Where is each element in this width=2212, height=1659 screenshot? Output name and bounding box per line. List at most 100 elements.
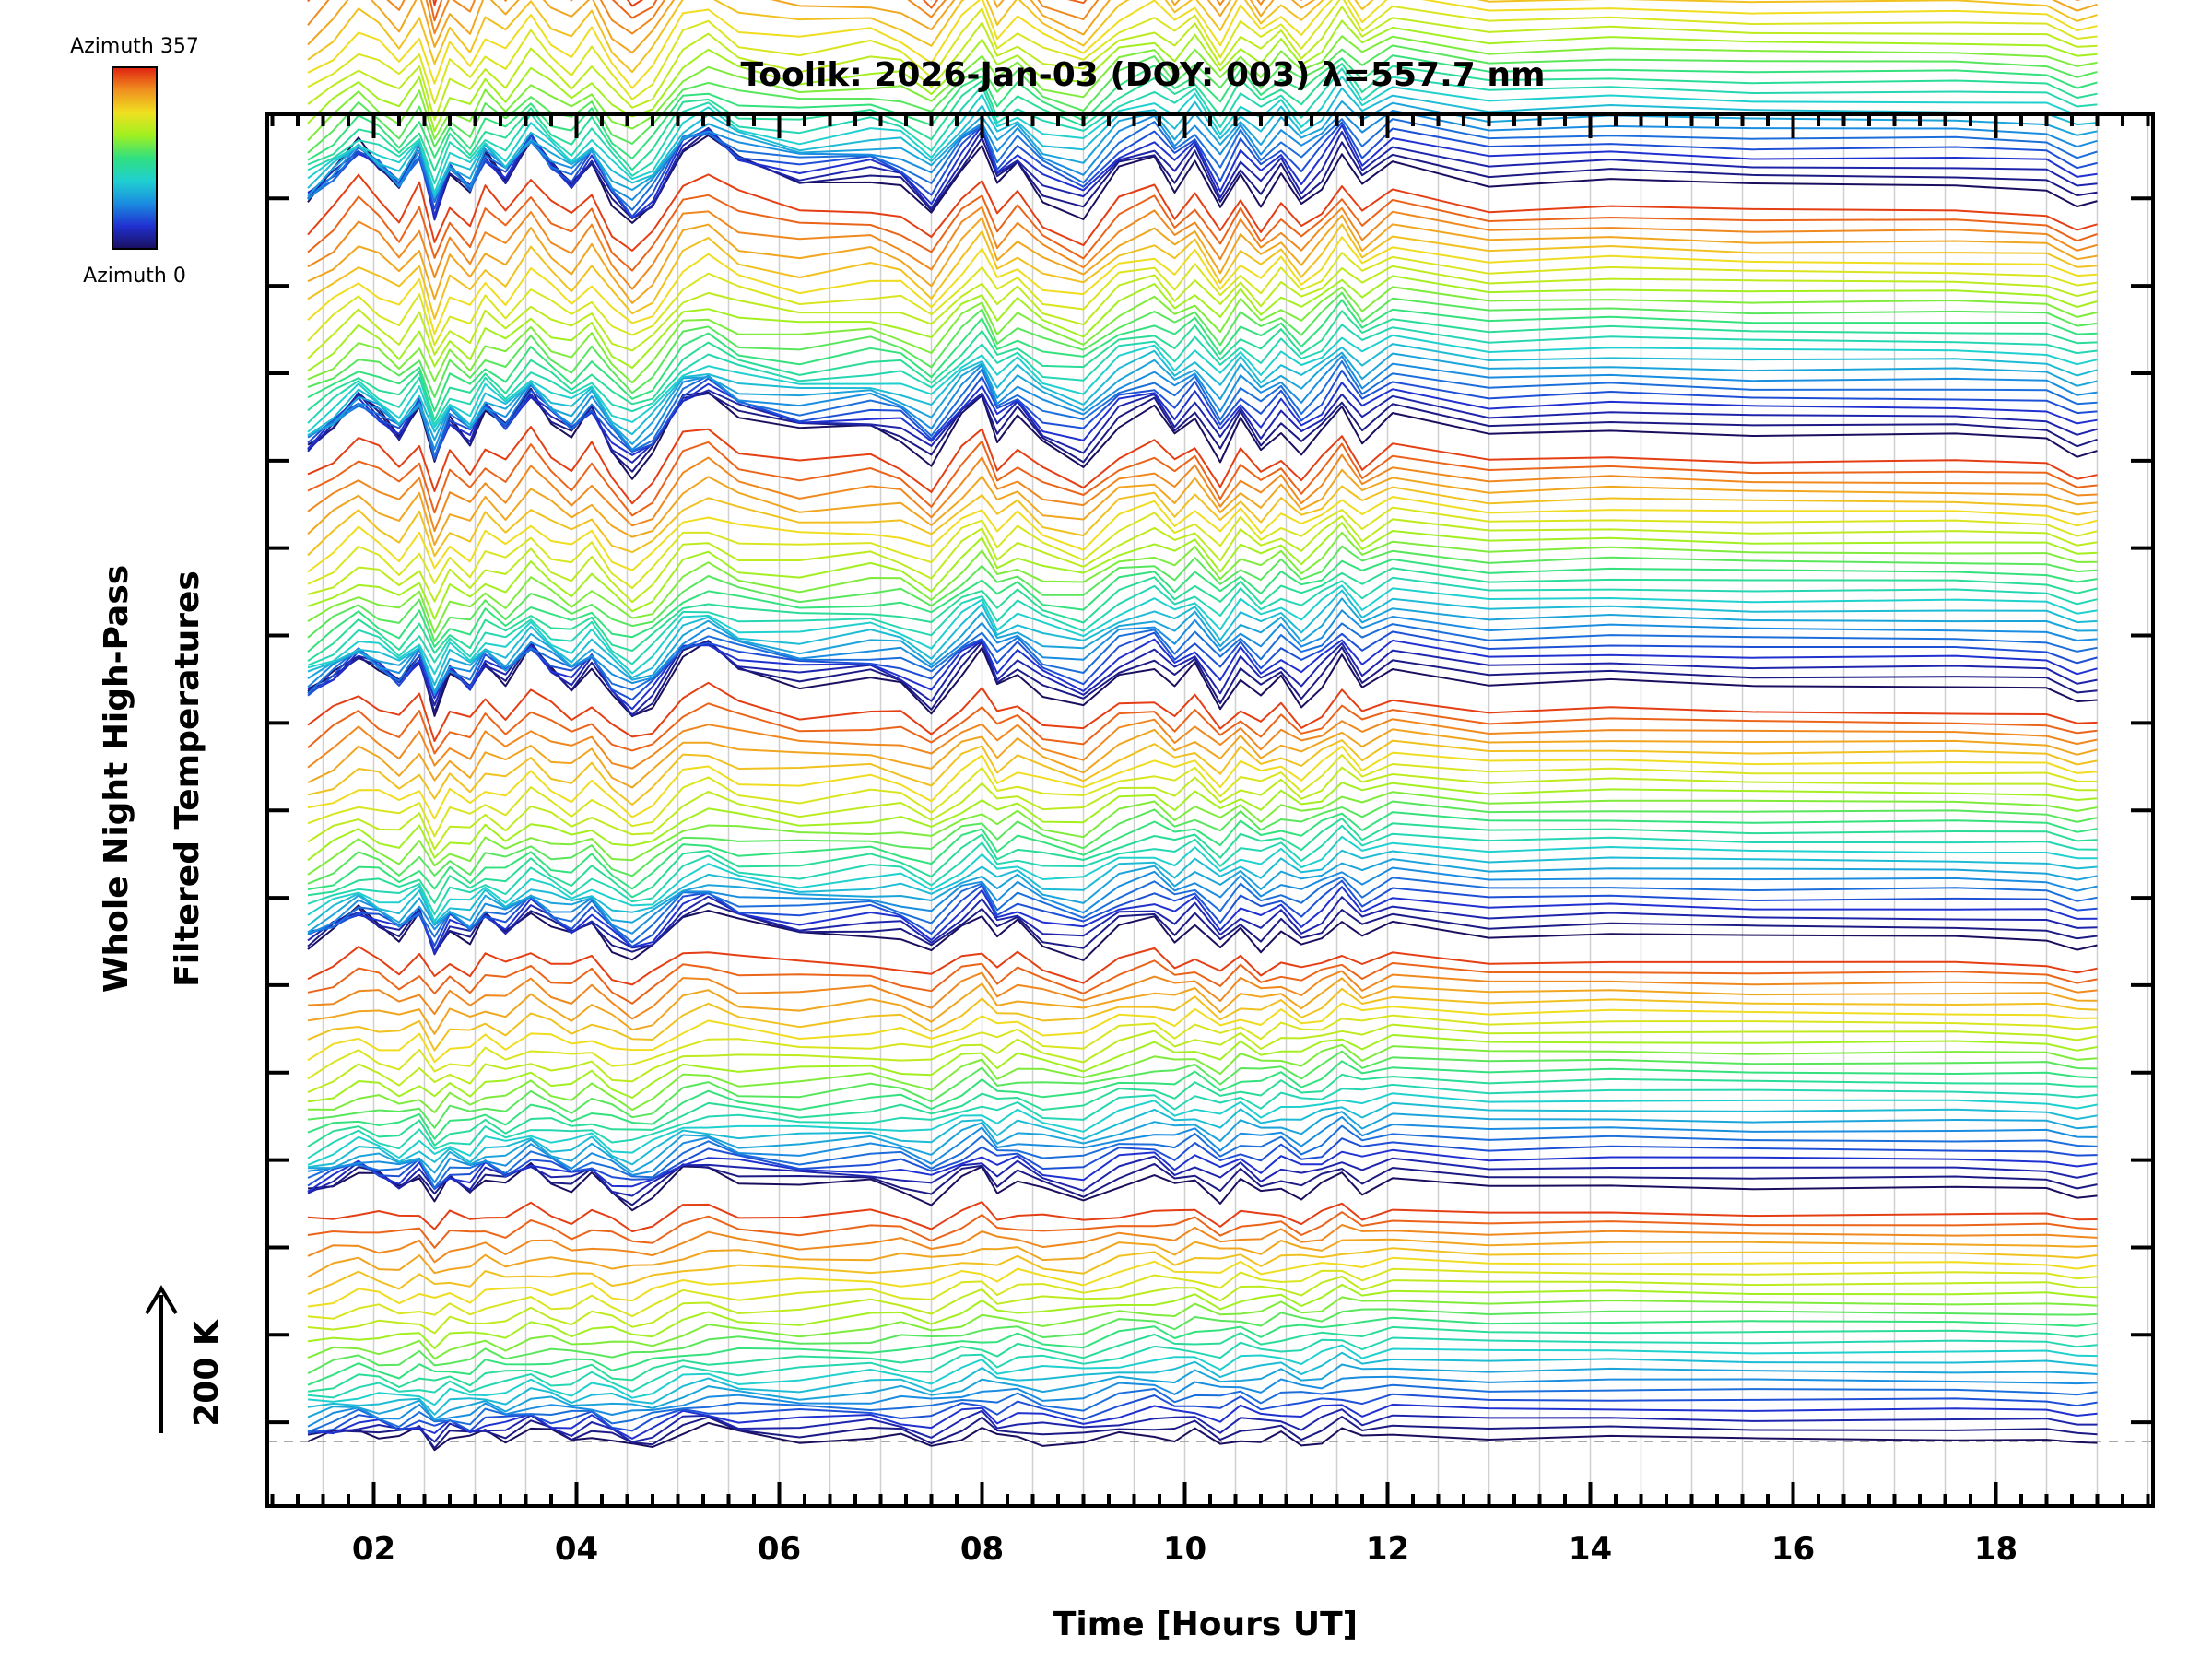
trace-g1-az45 (307, 1403, 2098, 1440)
trace-g5-az150 (307, 324, 2098, 426)
trace-g5-az225 (307, 275, 2098, 372)
trace-g5-az120 (307, 343, 2098, 437)
trace-g3-az165 (307, 818, 2098, 904)
trace-g4-az195 (307, 545, 2098, 642)
trace-g4-az150 (307, 576, 2098, 666)
trace-g2-az330 (307, 959, 2098, 1005)
trace-g4-az225 (307, 522, 2098, 620)
trace-g4-az330 (307, 440, 2098, 517)
trace-g4-az345 (307, 426, 2098, 505)
trace-g2-az15 (307, 1162, 2098, 1206)
colorbar-top-label: Azimuth 357 (70, 35, 199, 58)
trace-g3-az210 (307, 791, 2098, 876)
scale-bar-label: 200 K (188, 1319, 226, 1427)
trace-g6-az240 (307, 6, 2098, 122)
trace-g5-az105 (307, 351, 2098, 445)
x-tick-label: 08 (960, 1531, 1004, 1568)
trace-g4-az315 (307, 453, 2098, 533)
trace-g4-az300 (307, 468, 2098, 547)
trace-g1-az105 (307, 1363, 2098, 1420)
trace-g3-az90 (307, 866, 2098, 935)
trace-g4-az90 (307, 609, 2098, 696)
trace-g2-az165 (307, 1073, 2098, 1147)
trace-g2-az300 (307, 977, 2098, 1035)
trace-g2-az135 (307, 1092, 2098, 1166)
trace-g3-az135 (307, 835, 2098, 923)
trace-g5-az240 (307, 265, 2098, 359)
chart-title: Toolik: 2026-Jan-03 (DOY: 003) λ=557.7 n… (741, 56, 1546, 94)
trace-g2-az90 (307, 1115, 2098, 1183)
trace-g3-az255 (307, 754, 2098, 838)
trace-g4-az135 (307, 584, 2098, 676)
trace-g1-az195 (307, 1308, 2098, 1374)
trace-g3-az15 (307, 902, 2098, 954)
temperature-traces (307, 0, 2098, 1452)
trace-g2-az270 (307, 1002, 2098, 1064)
y-axis-label-line2: Filtered Temperatures (169, 571, 206, 987)
trace-g2-az150 (307, 1083, 2098, 1159)
trace-g1-az315 (307, 1224, 2098, 1264)
trace-g4-az255 (307, 506, 2098, 589)
trace-g1-az255 (307, 1267, 2098, 1320)
trace-g1-az30 (307, 1408, 2098, 1443)
trace-g1-az345 (307, 1201, 2098, 1233)
trace-g2-az285 (307, 987, 2098, 1052)
trace-g5-az195 (307, 291, 2098, 398)
trace-g1-az60 (307, 1393, 2098, 1434)
x-tick-label: 10 (1163, 1531, 1206, 1568)
trace-g4-az240 (307, 515, 2098, 604)
trace-g6-az180 (307, 54, 2098, 161)
trace-g2-az345 (307, 946, 2098, 986)
trace-g1-az300 (307, 1238, 2098, 1278)
trace-g4-az270 (307, 496, 2098, 573)
x-tick-label: 16 (1771, 1531, 1815, 1568)
trace-g3-az225 (307, 782, 2098, 862)
trace-g1-az150 (307, 1336, 2098, 1399)
trace-g2-az30 (307, 1155, 2098, 1197)
scale-arrow-head (145, 1285, 178, 1315)
trace-g2-az255 (307, 1014, 2098, 1080)
trace-g4-az105 (307, 597, 2098, 693)
trace-g5-az165 (307, 310, 2098, 421)
trace-g6-az150 (307, 67, 2098, 185)
trace-g6-az225 (307, 19, 2098, 133)
trace-g3-az150 (307, 824, 2098, 916)
trace-g6-az135 (307, 76, 2098, 194)
trace-g3-az240 (307, 766, 2098, 851)
trace-g3-az120 (307, 849, 2098, 927)
y-axis-label-line1: Whole Night High-Pass (98, 565, 135, 993)
trace-g5-az135 (307, 334, 2098, 433)
trace-g3-az285 (307, 739, 2098, 806)
trace-g4-az180 (307, 558, 2098, 653)
trace-g5-az180 (307, 299, 2098, 413)
trace-g5-az270 (307, 236, 2098, 335)
trace-g1-az330 (307, 1211, 2098, 1249)
trace-g2-az75 (307, 1124, 2098, 1189)
trace-g1-az210 (307, 1296, 2098, 1360)
trace-g5-az45 (307, 382, 2098, 460)
trace-g1-az120 (307, 1351, 2098, 1416)
trace-g4-az120 (307, 589, 2098, 687)
trace-g3-az315 (307, 718, 2098, 770)
trace-g1-az240 (307, 1276, 2098, 1335)
trace-g4-az45 (307, 638, 2098, 711)
x-tick-label: 06 (758, 1531, 801, 1568)
x-axis-label: Time [Hours UT] (1053, 1606, 1358, 1643)
trace-g5-az345 (307, 173, 2098, 252)
trace-g3-az195 (307, 800, 2098, 885)
trace-g4-az165 (307, 567, 2098, 663)
trace-g5-az285 (307, 223, 2098, 320)
trace-g2-az225 (307, 1033, 2098, 1103)
trace-g5-az330 (307, 194, 2098, 272)
colorbar: Azimuth 357 Azimuth 0 (70, 35, 199, 288)
trace-g1-az75 (307, 1383, 2098, 1433)
trace-g2-az240 (307, 1023, 2098, 1094)
trace-g3-az180 (307, 811, 2098, 890)
trace-g1-az270 (307, 1256, 2098, 1308)
trace-g2-az195 (307, 1050, 2098, 1129)
trace-g1-az180 (307, 1316, 2098, 1386)
x-tick-label: 02 (352, 1531, 395, 1568)
trace-g6-az120 (307, 87, 2098, 198)
trace-g6-az75 (307, 118, 2098, 211)
